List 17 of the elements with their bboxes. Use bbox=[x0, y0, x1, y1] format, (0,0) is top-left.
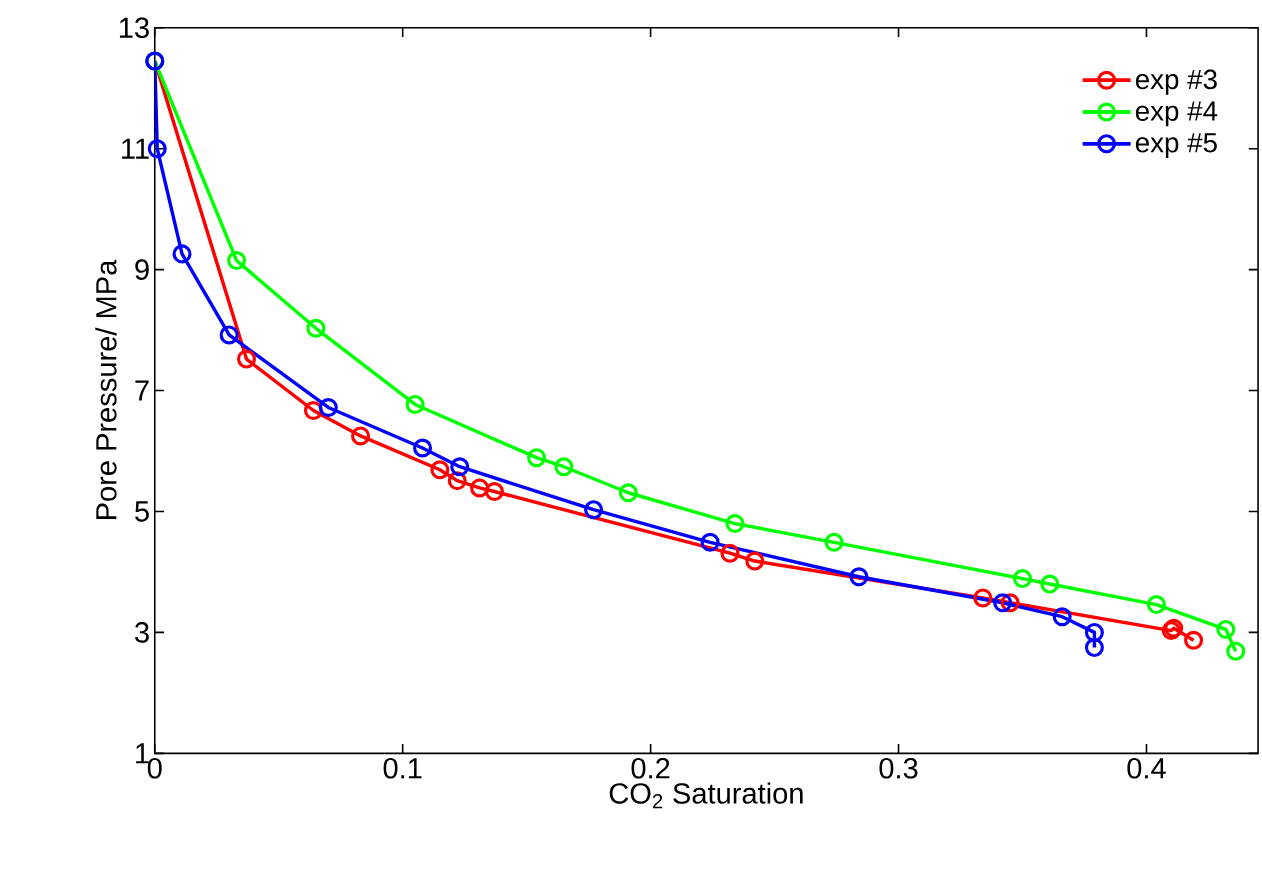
x-tick-label: 0.1 bbox=[383, 757, 422, 779]
y-tick-label: 13 bbox=[119, 17, 149, 38]
x-tick-label: 0.2 bbox=[631, 757, 670, 779]
y-tick-label: 1 bbox=[136, 743, 149, 764]
y-tick-label: 9 bbox=[135, 259, 149, 280]
y-tick-label: 11 bbox=[122, 138, 149, 159]
x-tick-label: 0.3 bbox=[879, 757, 918, 779]
legend-label: exp #5 bbox=[1135, 133, 1217, 158]
y-tick-label: 7 bbox=[135, 380, 149, 401]
x-tick-label: 0.4 bbox=[1127, 757, 1166, 779]
x-axis-title: CO$_{2}$ Saturation bbox=[609, 782, 803, 809]
legend-label: exp #4 bbox=[1135, 101, 1218, 127]
y-tick-label: 5 bbox=[135, 501, 149, 522]
y-tick-label: 3 bbox=[135, 622, 149, 643]
y-axis-title: Pore Pressure/ MPa bbox=[95, 259, 117, 519]
x-tick-label: 0 bbox=[147, 757, 162, 779]
legend-label: exp #3 bbox=[1135, 69, 1217, 95]
